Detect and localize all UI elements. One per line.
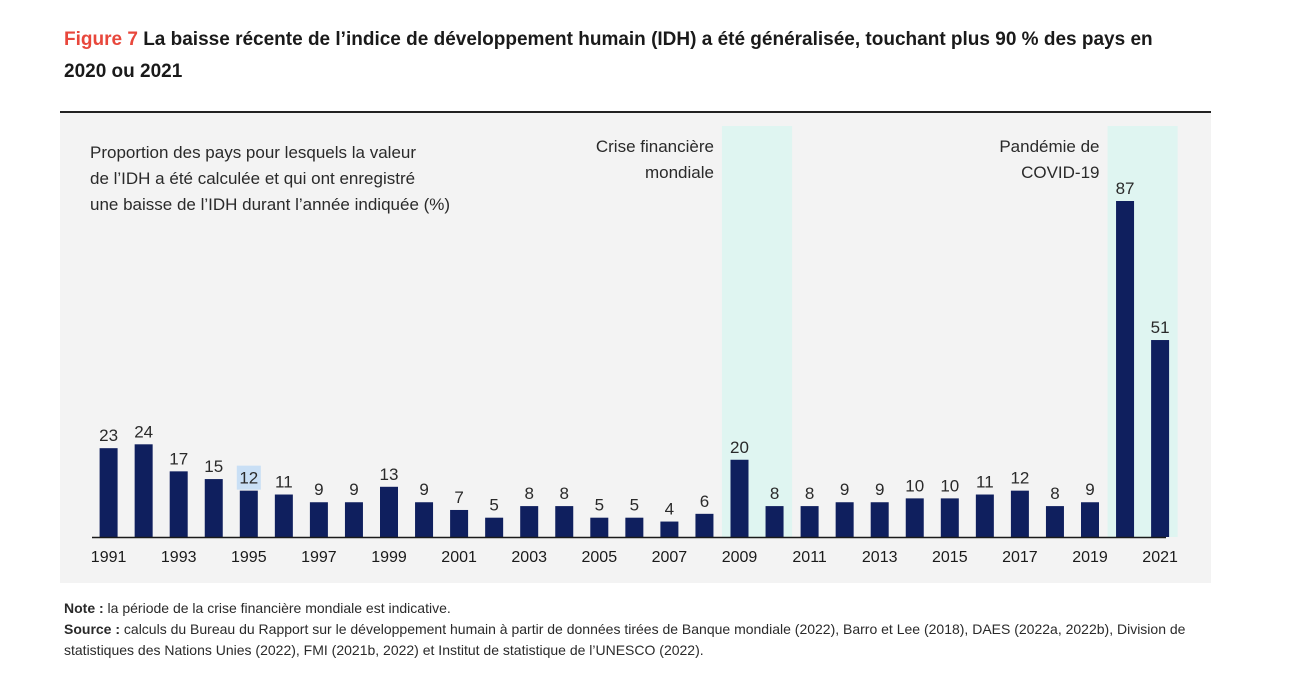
note-text: la période de la crise financière mondia… xyxy=(103,600,451,616)
ylabel-line-1: de l’IDH a été calculée et qui ont enreg… xyxy=(90,169,415,188)
value-label-1991: 23 xyxy=(99,426,118,445)
source-line: Source : calculs du Bureau du Rapport su… xyxy=(64,619,1224,661)
source-label: Source : xyxy=(64,621,121,637)
chart-notes: Note : la période de la crise financière… xyxy=(64,598,1224,661)
value-label-1997: 9 xyxy=(314,480,323,499)
value-label-2013: 9 xyxy=(875,480,884,499)
x-tick-label-1999: 1999 xyxy=(371,549,407,566)
band-label-1-1: COVID-19 xyxy=(1021,163,1099,182)
value-label-2015: 10 xyxy=(940,476,959,495)
figure-label: Figure 7 xyxy=(64,29,138,50)
ylabel-line-0: Proportion des pays pour lesquels la val… xyxy=(90,143,416,162)
value-label-2021: 51 xyxy=(1151,318,1170,337)
value-label-1996: 11 xyxy=(275,473,293,492)
title-divider xyxy=(60,111,1211,113)
chart-title: Figure 7 La baisse récente de l’indice d… xyxy=(64,24,1184,88)
bar-2001 xyxy=(450,509,469,537)
bar-1995 xyxy=(239,490,258,537)
value-label-2007: 4 xyxy=(665,500,674,519)
x-tick-label-1995: 1995 xyxy=(231,549,267,566)
x-tick-label-2005: 2005 xyxy=(582,549,618,566)
value-label-2004: 8 xyxy=(560,484,569,503)
band-label-0-1: mondiale xyxy=(645,163,714,182)
value-label-1995: 12 xyxy=(239,469,258,488)
bar-2014 xyxy=(905,498,924,537)
value-label-2011: 8 xyxy=(805,484,814,503)
source-text: calculs du Bureau du Rapport sur le déve… xyxy=(64,621,1186,658)
note-line: Note : la période de la crise financière… xyxy=(64,598,1224,619)
x-tick-label-2003: 2003 xyxy=(511,549,547,566)
value-label-2017: 12 xyxy=(1010,469,1029,488)
x-tick-label-1991: 1991 xyxy=(91,549,127,566)
x-tick-label-2001: 2001 xyxy=(441,549,477,566)
value-label-2002: 5 xyxy=(489,496,498,515)
bar-2016 xyxy=(975,494,994,537)
bar-2018 xyxy=(1045,506,1064,537)
x-tick-label-1993: 1993 xyxy=(161,549,197,566)
x-tick-label-2017: 2017 xyxy=(1002,549,1038,566)
bar-1998 xyxy=(344,502,363,537)
bar-2008 xyxy=(695,513,714,537)
value-label-1994: 15 xyxy=(204,457,223,476)
bar-2006 xyxy=(625,517,644,537)
ylabel-line-2: une baisse de l’IDH durant l’année indiq… xyxy=(90,195,450,214)
value-label-2009: 20 xyxy=(730,438,749,457)
bar-1996 xyxy=(274,494,293,537)
bar-2021 xyxy=(1151,340,1170,537)
band-label-0-0: Crise financière xyxy=(596,137,714,156)
x-tick-label-1997: 1997 xyxy=(301,549,337,566)
bar-2007 xyxy=(660,521,679,537)
bar-2010 xyxy=(765,506,784,537)
bar-2013 xyxy=(870,502,889,537)
value-label-2008: 6 xyxy=(700,492,709,511)
value-label-1998: 9 xyxy=(349,480,358,499)
bar-2009 xyxy=(730,459,749,537)
bar-2000 xyxy=(415,502,434,537)
figure-title: La baisse récente de l’indice de dévelop… xyxy=(64,29,1153,82)
value-label-2003: 8 xyxy=(524,484,533,503)
note-label: Note : xyxy=(64,600,104,616)
x-tick-label-2019: 2019 xyxy=(1072,549,1108,566)
bar-1999 xyxy=(380,486,398,537)
bar-1993 xyxy=(169,471,188,537)
value-label-2019: 9 xyxy=(1085,480,1094,499)
x-tick-label-2011: 2011 xyxy=(792,549,827,566)
value-label-1993: 17 xyxy=(169,449,188,468)
x-tick-label-2007: 2007 xyxy=(652,549,688,566)
x-tick-label-2009: 2009 xyxy=(722,549,758,566)
band-label-1-0: Pandémie de xyxy=(999,137,1099,156)
x-tick-label-2013: 2013 xyxy=(862,549,898,566)
bar-2011 xyxy=(800,506,819,537)
bar-1997 xyxy=(309,502,328,537)
value-label-highlight-1995 xyxy=(236,465,261,490)
bar-2020 xyxy=(1116,201,1135,537)
value-label-2014: 10 xyxy=(905,476,924,495)
value-label-1999: 13 xyxy=(380,465,399,484)
bar-2017 xyxy=(1010,490,1029,537)
value-label-2010: 8 xyxy=(770,484,779,503)
bar-2004 xyxy=(555,506,574,537)
value-label-2020: 87 xyxy=(1116,179,1135,198)
bar-2003 xyxy=(520,506,539,537)
value-label-2006: 5 xyxy=(630,496,639,515)
bar-2019 xyxy=(1081,502,1099,537)
value-label-1992: 24 xyxy=(134,422,153,441)
bar-1992 xyxy=(134,444,153,537)
bar-1991 xyxy=(99,448,118,537)
value-label-2000: 9 xyxy=(419,480,428,499)
bar-2002 xyxy=(485,517,504,537)
bar-2015 xyxy=(940,498,959,537)
bar-2012 xyxy=(835,502,854,537)
value-label-2001: 7 xyxy=(454,488,463,507)
value-label-2018: 8 xyxy=(1050,484,1059,503)
value-label-2012: 9 xyxy=(840,480,849,499)
bar-1994 xyxy=(204,479,223,537)
value-label-2005: 5 xyxy=(595,496,604,515)
value-label-2016: 11 xyxy=(976,473,994,492)
x-tick-label-2021: 2021 xyxy=(1142,549,1178,566)
bar-2005 xyxy=(590,517,609,537)
x-tick-label-2015: 2015 xyxy=(932,549,968,566)
